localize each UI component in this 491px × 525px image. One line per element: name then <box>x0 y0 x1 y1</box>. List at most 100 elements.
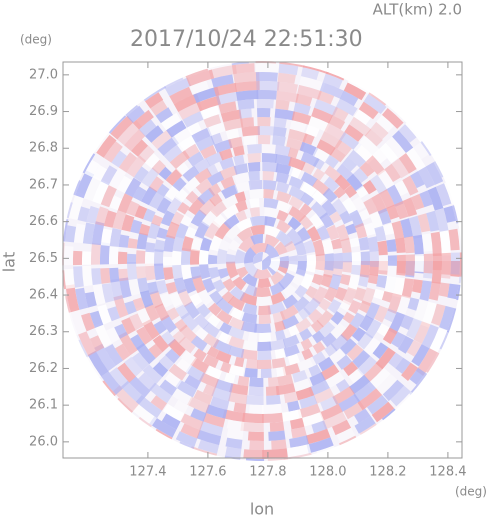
echo-cell <box>300 273 314 290</box>
echo-cell <box>166 120 187 138</box>
echo-cell <box>429 327 448 353</box>
echo-cell <box>320 131 343 149</box>
echo-cell <box>187 122 202 136</box>
echo-cell <box>114 323 128 339</box>
echo-cell <box>299 328 313 341</box>
echo-cell <box>203 322 220 338</box>
y-tick-label: 26.9 <box>29 104 58 119</box>
echo-cell <box>262 171 275 181</box>
echo-cell <box>91 221 105 246</box>
echo-cell <box>191 275 206 294</box>
echo-cell <box>213 139 233 153</box>
echo-cell <box>120 380 145 405</box>
echo-cell <box>431 303 446 326</box>
echo-cell <box>206 164 219 177</box>
echo-cell <box>131 139 149 157</box>
echo-cell <box>132 404 157 426</box>
echo-cell <box>211 387 232 402</box>
echo-cell <box>249 440 264 451</box>
echo-cell <box>329 274 342 291</box>
echo-cell <box>298 214 314 230</box>
echo-cell <box>385 136 407 160</box>
echo-cell <box>178 101 203 120</box>
echo-cell <box>202 333 220 349</box>
echo-cell <box>121 317 136 335</box>
echo-cell <box>316 225 331 241</box>
echo-cell <box>173 399 189 414</box>
echo-cell <box>375 347 396 370</box>
echo-cell <box>407 297 420 311</box>
echo-cell <box>165 168 183 186</box>
echo-cell <box>185 364 205 382</box>
echo-cell <box>264 216 277 227</box>
echo-cell <box>306 437 334 454</box>
echo-cell <box>110 115 134 140</box>
echo-cell <box>87 350 109 377</box>
echo-cell <box>421 233 433 252</box>
echo-cell <box>311 107 333 124</box>
echo-cell <box>162 256 173 266</box>
echo-cell <box>149 192 165 210</box>
echo-cell <box>132 186 147 202</box>
echo-cell <box>135 250 146 264</box>
echo-cell <box>421 324 439 349</box>
echo-cell <box>448 228 460 251</box>
echo-cell <box>203 114 222 128</box>
echo-cell <box>262 403 282 414</box>
echo-cell <box>354 415 376 434</box>
echo-cell <box>283 344 300 358</box>
echo-cell <box>329 211 342 224</box>
echo-cell <box>194 221 210 239</box>
y-tick-label: 27.0 <box>29 67 58 82</box>
echo-cell <box>126 253 137 264</box>
echo-cell <box>187 396 210 414</box>
echo-cell <box>257 350 272 360</box>
echo-cell <box>225 224 242 241</box>
echo-cell <box>266 394 281 405</box>
echo-cell <box>342 261 352 273</box>
echo-cell <box>364 222 376 236</box>
echo-cell <box>96 134 117 158</box>
echo-cell <box>390 385 411 407</box>
echo-cell <box>100 185 117 208</box>
echo-cell <box>312 147 331 164</box>
y-tick-label: 26.0 <box>29 434 58 449</box>
echo-cell <box>357 332 374 350</box>
echo-cell <box>262 412 284 423</box>
echo-cell <box>235 200 248 213</box>
echo-cell <box>104 344 123 366</box>
echo-cell <box>215 297 234 315</box>
echo-cell <box>131 352 150 371</box>
echo-cell <box>295 261 308 277</box>
echo-cell <box>346 173 364 192</box>
echo-cell <box>152 361 169 378</box>
echo-cell <box>308 308 323 324</box>
echo-cell <box>65 284 80 313</box>
echo-cell <box>100 268 111 284</box>
echo-cell <box>124 129 146 151</box>
echo-cell <box>142 319 160 340</box>
echo-cell <box>242 273 258 288</box>
echo-cell <box>141 167 160 188</box>
echo-cell <box>294 284 308 299</box>
echo-cell <box>300 338 313 351</box>
echo-cell <box>388 352 404 369</box>
echo-cell <box>277 81 298 94</box>
echo-cell <box>117 362 136 383</box>
echo-cell <box>84 291 97 308</box>
echo-cell <box>166 221 180 239</box>
y-tick-label: 26.4 <box>29 288 58 303</box>
echo-cell <box>371 401 395 423</box>
echo-cell <box>242 303 258 315</box>
echo-cell <box>136 326 153 345</box>
echo-cell <box>202 412 226 428</box>
echo-cell <box>137 145 155 163</box>
echo-cell <box>382 327 398 345</box>
echo-cell <box>237 99 255 110</box>
echo-cell <box>373 288 385 300</box>
echo-cell <box>199 421 224 437</box>
echo-cell <box>384 308 397 323</box>
echo-cell <box>187 151 205 167</box>
echo-cell <box>293 102 311 116</box>
echo-cell <box>297 84 322 100</box>
